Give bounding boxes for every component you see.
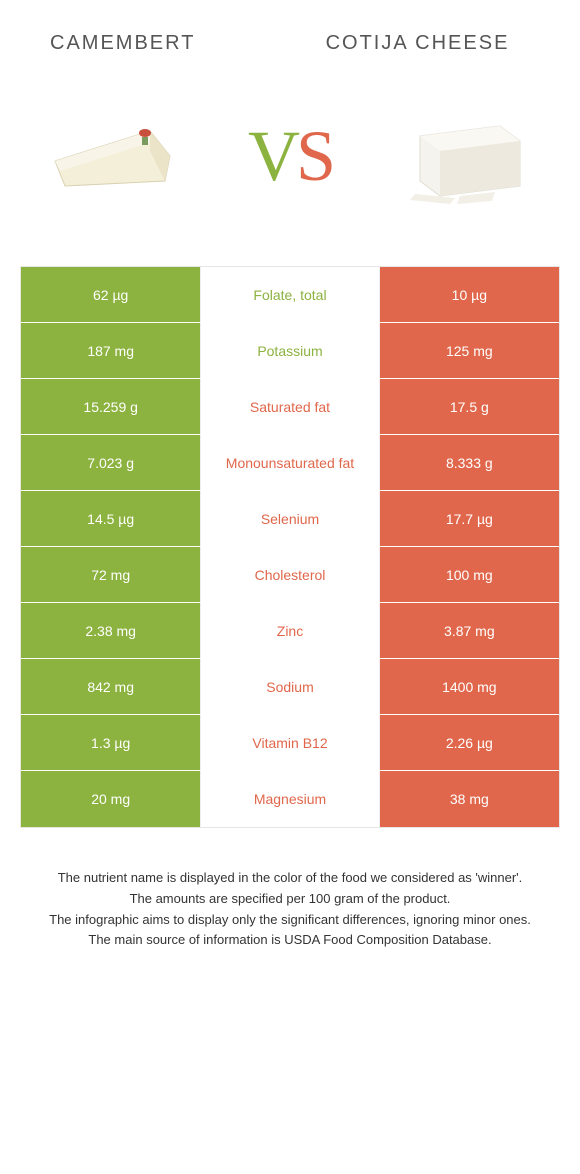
vs-v: V xyxy=(248,116,296,196)
nutrient-name: Saturated fat xyxy=(200,379,379,434)
nutrient-name: Selenium xyxy=(200,491,379,546)
nutrient-name: Potassium xyxy=(200,323,379,378)
cotija-image xyxy=(390,96,540,216)
footer-line: The infographic aims to display only the… xyxy=(30,910,550,931)
table-row: 2.38 mgZinc3.87 mg xyxy=(21,603,559,659)
right-value: 100 mg xyxy=(380,547,559,602)
vs-s: S xyxy=(296,116,332,196)
left-value: 20 mg xyxy=(21,771,200,827)
images-row: VS xyxy=(0,66,580,266)
nutrient-name: Folate, total xyxy=(200,267,379,322)
footer-line: The main source of information is USDA F… xyxy=(30,930,550,951)
left-value: 842 mg xyxy=(21,659,200,714)
header: CAMEMBERT COTIJA CHEESE xyxy=(0,0,580,66)
right-value: 17.5 g xyxy=(380,379,559,434)
right-value: 2.26 µg xyxy=(380,715,559,770)
nutrient-name: Monounsaturated fat xyxy=(200,435,379,490)
right-value: 38 mg xyxy=(380,771,559,827)
right-value: 3.87 mg xyxy=(380,603,559,658)
left-food-title: CAMEMBERT xyxy=(40,30,295,56)
camembert-image xyxy=(40,96,190,216)
left-value: 62 µg xyxy=(21,267,200,322)
left-value: 15.259 g xyxy=(21,379,200,434)
right-food-title: COTIJA CHEESE xyxy=(295,30,540,56)
table-row: 7.023 gMonounsaturated fat8.333 g xyxy=(21,435,559,491)
footer-line: The amounts are specified per 100 gram o… xyxy=(30,889,550,910)
nutrient-name: Cholesterol xyxy=(200,547,379,602)
right-value: 125 mg xyxy=(380,323,559,378)
right-value: 17.7 µg xyxy=(380,491,559,546)
table-row: 62 µgFolate, total10 µg xyxy=(21,267,559,323)
nutrient-name: Sodium xyxy=(200,659,379,714)
right-value: 8.333 g xyxy=(380,435,559,490)
left-value: 187 mg xyxy=(21,323,200,378)
table-row: 20 mgMagnesium38 mg xyxy=(21,771,559,827)
table-row: 72 mgCholesterol100 mg xyxy=(21,547,559,603)
left-value: 72 mg xyxy=(21,547,200,602)
table-row: 842 mgSodium1400 mg xyxy=(21,659,559,715)
footer-notes: The nutrient name is displayed in the co… xyxy=(30,868,550,951)
table-row: 187 mgPotassium125 mg xyxy=(21,323,559,379)
right-value: 1400 mg xyxy=(380,659,559,714)
table-row: 1.3 µgVitamin B122.26 µg xyxy=(21,715,559,771)
left-value: 2.38 mg xyxy=(21,603,200,658)
table-row: 15.259 gSaturated fat17.5 g xyxy=(21,379,559,435)
nutrient-name: Magnesium xyxy=(200,771,379,827)
left-value: 14.5 µg xyxy=(21,491,200,546)
right-value: 10 µg xyxy=(380,267,559,322)
footer-line: The nutrient name is displayed in the co… xyxy=(30,868,550,889)
vs-text: VS xyxy=(248,115,332,198)
left-value: 1.3 µg xyxy=(21,715,200,770)
nutrient-name: Vitamin B12 xyxy=(200,715,379,770)
nutrient-name: Zinc xyxy=(200,603,379,658)
comparison-table: 62 µgFolate, total10 µg187 mgPotassium12… xyxy=(20,266,560,828)
table-row: 14.5 µgSelenium17.7 µg xyxy=(21,491,559,547)
left-value: 7.023 g xyxy=(21,435,200,490)
